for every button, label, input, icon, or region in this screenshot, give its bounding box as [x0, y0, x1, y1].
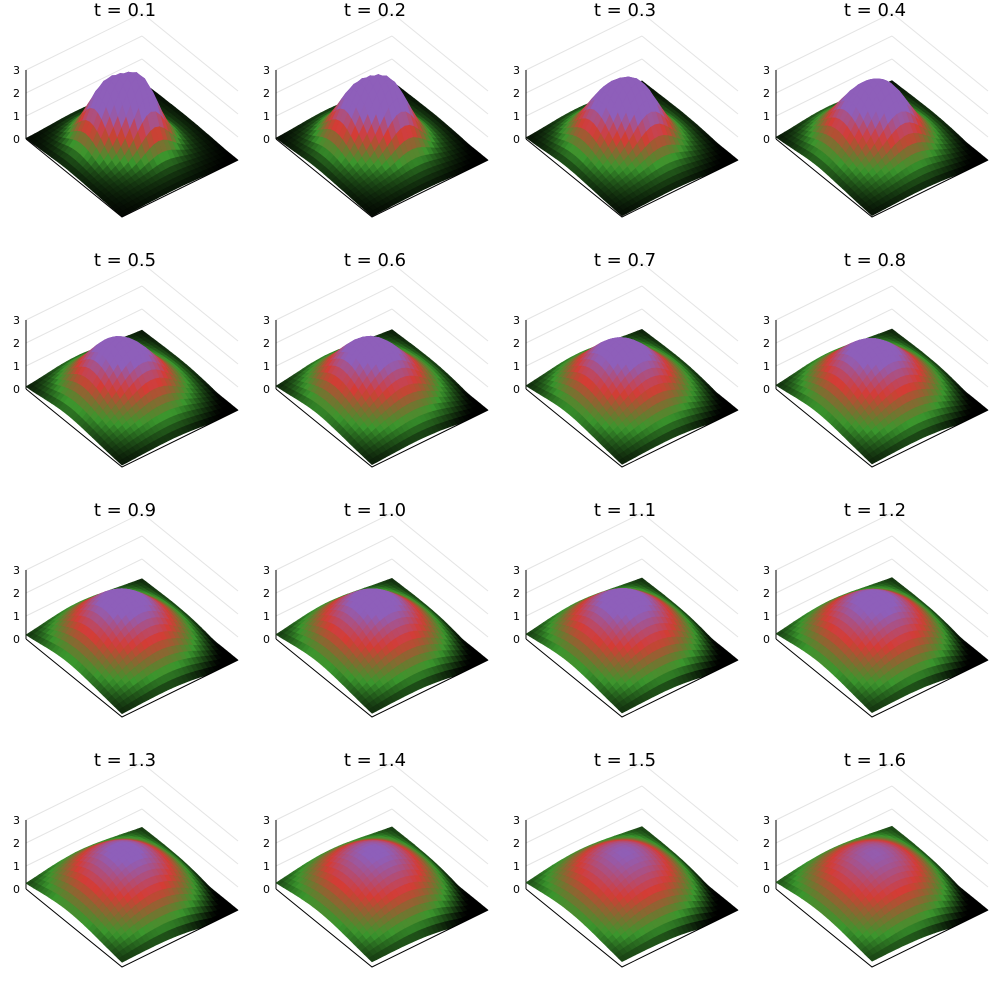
z-tick-label: 2 [263, 87, 270, 100]
z-tick-label: 0 [13, 383, 20, 396]
z-tick-label: 3 [263, 314, 270, 327]
grid-line [26, 13, 142, 70]
z-tick-label: 0 [513, 383, 520, 396]
grid-line [776, 263, 892, 320]
surface-plot: 0 1 2 3 [250, 250, 500, 500]
z-tick-label: 3 [513, 64, 520, 77]
grid-line [142, 13, 238, 91]
z-tick-label: 0 [263, 133, 270, 146]
z-tick-label: 1 [763, 360, 770, 373]
grid-line [776, 13, 892, 70]
surface-mesh [776, 329, 988, 464]
z-tick-label: 1 [13, 360, 20, 373]
z-tick-label: 1 [763, 110, 770, 123]
z-tick-label: 3 [513, 314, 520, 327]
z-tick-label: 3 [763, 314, 770, 327]
z-tick-label: 2 [513, 337, 520, 350]
z-tick-label: 0 [763, 383, 770, 396]
z-tick-label: 2 [513, 87, 520, 100]
z-tick-label: 1 [13, 110, 20, 123]
surface-plot: 0 1 2 3 [0, 250, 250, 500]
z-tick-label: 3 [13, 64, 20, 77]
grid-line [276, 263, 392, 320]
surface-mesh [26, 72, 238, 216]
surface-mesh [776, 79, 988, 216]
z-tick-label: 3 [763, 64, 770, 77]
z-tick-label: 1 [513, 110, 520, 123]
grid-line [642, 263, 738, 341]
z-tick-label: 2 [763, 87, 770, 100]
surface-plot: 0 1 2 3 [250, 0, 500, 250]
grid-line [276, 13, 392, 70]
grid-line [526, 263, 642, 320]
z-tick-label: 2 [13, 337, 20, 350]
surface-mesh [526, 329, 738, 464]
grid-line [892, 13, 988, 91]
z-tick-label: 0 [13, 133, 20, 146]
z-tick-label: 1 [263, 360, 270, 373]
surface-plot: 0 1 2 3 [750, 250, 999, 500]
z-tick-label: 0 [513, 133, 520, 146]
grid-line [892, 263, 988, 341]
grid-line [26, 286, 142, 343]
surface-plot: 0 1 2 3 [750, 0, 999, 250]
z-tick-label: 2 [763, 337, 770, 350]
surface-mesh [276, 75, 488, 217]
grid-line [276, 286, 392, 343]
z-tick-label: 3 [263, 64, 270, 77]
grid-line [642, 13, 738, 91]
grid-line [392, 263, 488, 341]
z-tick-label: 3 [13, 314, 20, 327]
surface-plot: 0 1 2 3 [0, 0, 250, 250]
grid-line [526, 286, 642, 343]
surface-mesh [526, 77, 738, 216]
z-tick-label: 0 [263, 383, 270, 396]
z-tick-label: 1 [263, 110, 270, 123]
z-tick-label: 0 [763, 133, 770, 146]
grid-line [776, 286, 892, 343]
surface-plot: 0 1 2 3 [500, 250, 750, 500]
grid-line [392, 13, 488, 91]
z-tick-label: 2 [263, 337, 270, 350]
z-tick-label: 1 [513, 360, 520, 373]
grid-line [26, 263, 142, 320]
grid-line [142, 263, 238, 341]
grid-line [526, 13, 642, 70]
surface-plot: 0 1 2 3 [500, 0, 750, 250]
z-tick-label: 2 [13, 87, 20, 100]
